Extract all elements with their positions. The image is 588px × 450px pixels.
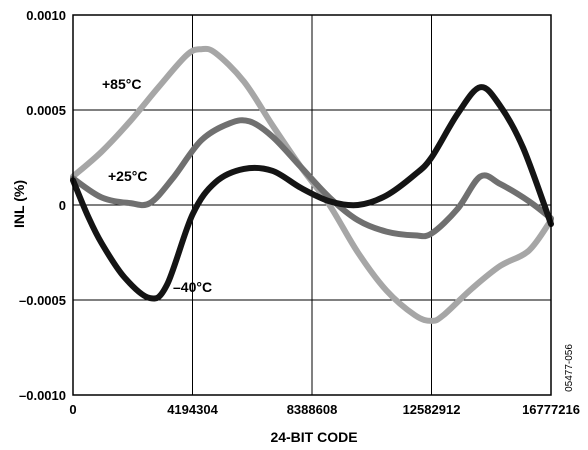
- series-lines: [70, 45, 554, 324]
- x-tick-label: 0: [69, 402, 76, 417]
- tick-labels: 0 4194304 8388608 12582912 16777216 0.0010 0.0…: [19, 8, 580, 417]
- series-label-85c: +85°C: [102, 76, 141, 92]
- x-tick-label: 16777216: [522, 402, 580, 417]
- series-line-1: [70, 117, 554, 240]
- plot-frame: [72, 14, 552, 396]
- y-tick-label: 0: [59, 198, 66, 213]
- x-axis-label: 24-BIT CODE: [270, 429, 357, 445]
- series-line-2: [70, 84, 554, 302]
- x-tick-label: 4194304: [167, 402, 218, 417]
- x-tick-label: 8388608: [287, 402, 338, 417]
- series-label-25c: +25°C: [108, 168, 147, 184]
- series-labels: +85°C +25°C –40°C: [102, 76, 212, 295]
- y-tick-label: –0.0005: [19, 293, 66, 308]
- y-tick-label: 0.0005: [26, 103, 66, 118]
- y-tick-label: –0.0010: [19, 388, 66, 403]
- y-axis-label: INL (%): [11, 180, 27, 228]
- y-tick-label: 0.0010: [26, 8, 66, 23]
- series-label-minus40c: –40°C: [173, 279, 212, 295]
- x-tick-label: 12582912: [403, 402, 461, 417]
- figure-id-label: 05477-056: [564, 344, 575, 392]
